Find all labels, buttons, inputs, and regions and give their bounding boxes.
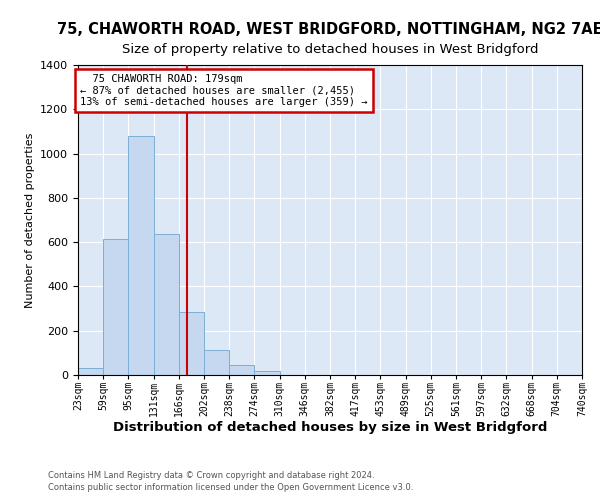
Text: Size of property relative to detached houses in West Bridgford: Size of property relative to detached ho… xyxy=(122,42,538,56)
Bar xyxy=(204,350,229,375)
Bar xyxy=(254,370,280,375)
Text: 75, CHAWORTH ROAD, WEST BRIDGFORD, NOTTINGHAM, NG2 7AE: 75, CHAWORTH ROAD, WEST BRIDGFORD, NOTTI… xyxy=(57,22,600,38)
Text: 75 CHAWORTH ROAD: 179sqm
← 87% of detached houses are smaller (2,455)
13% of sem: 75 CHAWORTH ROAD: 179sqm ← 87% of detach… xyxy=(80,74,368,107)
Y-axis label: Number of detached properties: Number of detached properties xyxy=(25,132,35,308)
Text: Contains public sector information licensed under the Open Government Licence v3: Contains public sector information licen… xyxy=(48,484,413,492)
Bar xyxy=(103,239,128,375)
Bar xyxy=(229,365,254,375)
Bar xyxy=(128,136,154,375)
Bar xyxy=(179,312,204,375)
Bar xyxy=(78,368,103,375)
X-axis label: Distribution of detached houses by size in West Bridgford: Distribution of detached houses by size … xyxy=(113,422,547,434)
Text: Contains HM Land Registry data © Crown copyright and database right 2024.: Contains HM Land Registry data © Crown c… xyxy=(48,471,374,480)
Bar xyxy=(154,234,179,375)
